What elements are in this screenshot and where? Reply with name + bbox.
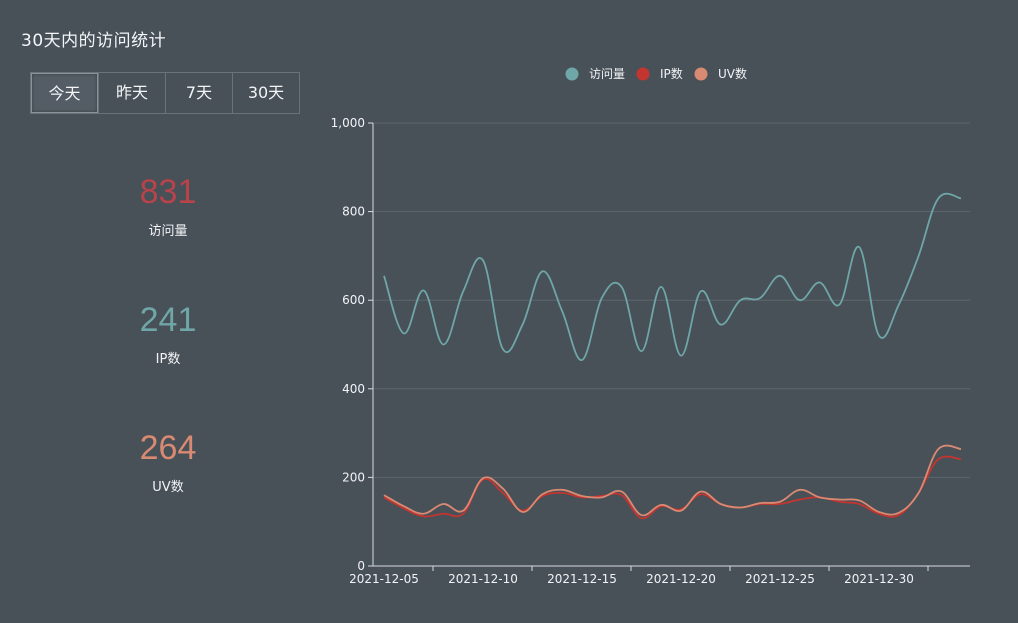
- chart-grid: [373, 122, 970, 478]
- stat-ip-label: IP数: [155, 352, 181, 367]
- legend-uv-label[interactable]: UV数: [718, 66, 747, 81]
- tab-30-days[interactable]: 30天: [232, 73, 299, 113]
- tab-yesterday[interactable]: 昨天: [98, 73, 165, 113]
- series-visits-line: [383, 192, 962, 361]
- x-tick-label: 2021-12-25: [745, 572, 815, 586]
- stat-uv-label: UV数: [152, 480, 184, 495]
- chart-legend: 访问量 IP数 UV数: [565, 66, 747, 81]
- x-tick-label: 2021-12-30: [844, 572, 914, 586]
- x-tick-label: 2021-12-05: [349, 572, 419, 586]
- series-uv-line: [383, 444, 962, 517]
- y-tick-label: 200: [342, 470, 365, 484]
- stat-ip: 241 IP数: [98, 300, 238, 367]
- stat-visits: 831 访问量: [98, 172, 238, 239]
- period-tabs: 今天 昨天 7天 30天: [30, 72, 300, 114]
- y-tick-label: 1,000: [331, 116, 365, 130]
- tab-7-days[interactable]: 7天: [165, 73, 232, 113]
- legend-ip-label[interactable]: IP数: [660, 66, 683, 81]
- stat-uv-value: 264: [139, 429, 197, 467]
- chart-axes: 0 200 400 600 800 1,000 2021-12-05 2021-12-10 20…: [331, 116, 970, 586]
- page-title: 30天内的访问统计: [21, 31, 167, 51]
- tab-today[interactable]: 今天: [31, 73, 98, 113]
- y-tick-label: 600: [342, 293, 365, 307]
- chart-series: [383, 192, 962, 520]
- legend-uv-marker[interactable]: [694, 67, 708, 81]
- stat-visits-label: 访问量: [148, 224, 188, 239]
- stat-ip-value: 241: [139, 301, 197, 339]
- stat-uv: 264 UV数: [98, 428, 238, 495]
- legend-ip-marker[interactable]: [636, 67, 650, 81]
- y-tick-label: 400: [342, 382, 365, 396]
- legend-visits-label[interactable]: 访问量: [589, 67, 625, 81]
- x-tick-label: 2021-12-10: [448, 572, 518, 586]
- y-tick-label: 800: [342, 205, 365, 219]
- x-tick-label: 2021-12-15: [547, 572, 617, 586]
- legend-visits-marker[interactable]: [565, 67, 579, 81]
- x-tick-label: 2021-12-20: [646, 572, 716, 586]
- y-tick-label: 0: [357, 559, 365, 573]
- stat-visits-value: 831: [139, 173, 197, 211]
